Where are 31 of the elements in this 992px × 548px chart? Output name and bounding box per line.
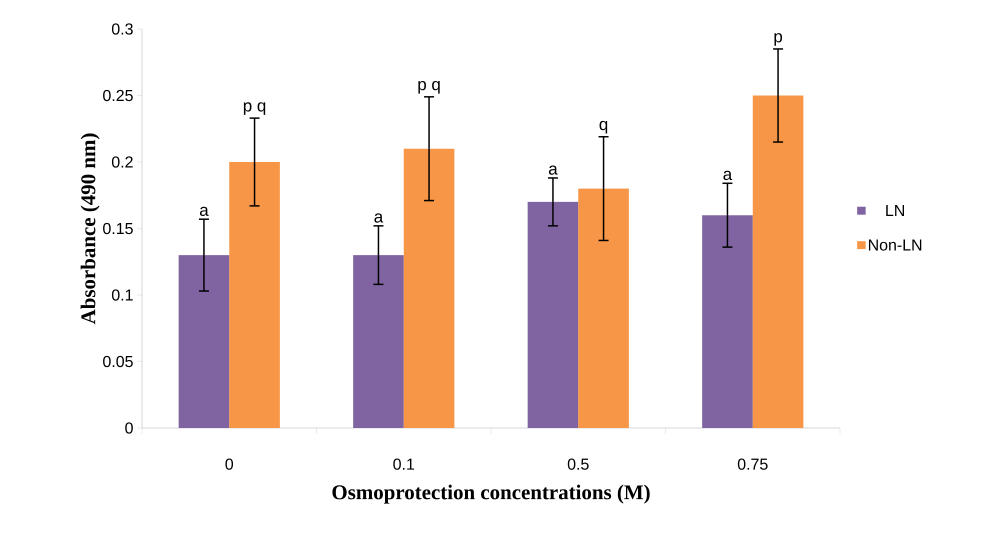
x-tick-label: 0.75 xyxy=(738,458,768,470)
x-tick-label: 0.1 xyxy=(393,458,414,470)
y-tick-label: 0.05 xyxy=(103,356,133,368)
y-tick-label: 0 xyxy=(125,422,133,434)
y-tick-label: 0.25 xyxy=(103,90,133,102)
legend-label: LN xyxy=(886,205,904,216)
bar xyxy=(528,202,578,428)
y-tick-label: 0.2 xyxy=(112,156,133,168)
annotation: a xyxy=(374,213,384,223)
x-axis-title: Osmoprotection concentrations (M) xyxy=(332,484,650,504)
annotation: p q xyxy=(244,102,266,115)
annotation: a xyxy=(723,170,732,180)
bar xyxy=(404,148,454,428)
bar xyxy=(229,162,280,428)
bar xyxy=(752,96,804,428)
bar xyxy=(702,215,753,428)
y-tick-label: 0.1 xyxy=(112,289,133,301)
y-tick-label: 0.15 xyxy=(103,222,133,234)
x-tick-label: 0.5 xyxy=(568,458,589,470)
y-tick-label: 0.3 xyxy=(112,23,133,35)
x-tick-label: 0 xyxy=(225,458,234,470)
annotation: p xyxy=(774,33,782,46)
legend-label: Non-LN xyxy=(868,239,922,251)
annotation: a xyxy=(200,206,209,216)
annotation: p q xyxy=(418,81,440,94)
bar xyxy=(578,188,629,428)
annotation: q xyxy=(600,120,608,134)
annotation: a xyxy=(548,165,558,175)
bar xyxy=(178,255,230,428)
bar xyxy=(353,255,404,428)
y-axis-title: Absorbance (490 nm) xyxy=(80,134,100,324)
